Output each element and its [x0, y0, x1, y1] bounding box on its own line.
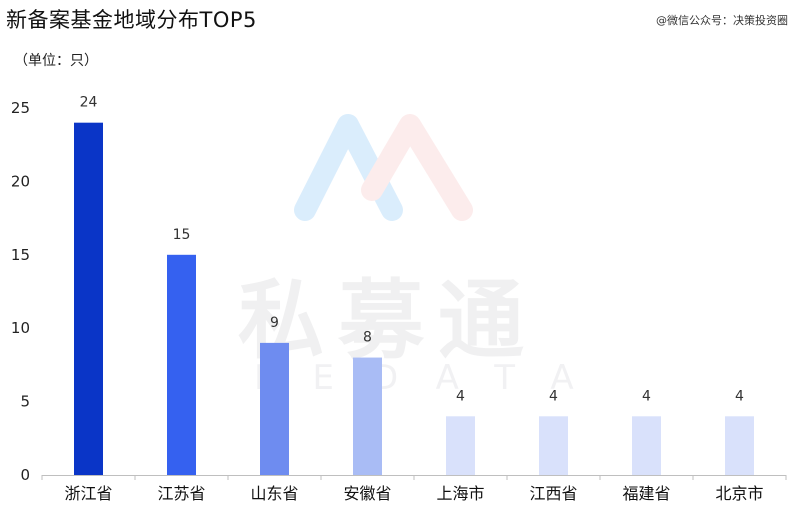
- y-tick-label: 25: [11, 99, 30, 117]
- bar: [539, 416, 568, 475]
- bar: [74, 122, 103, 476]
- y-tick-label: 20: [11, 172, 30, 190]
- x-tick-label: 北京市: [715, 484, 763, 503]
- value-label: 4: [735, 388, 744, 404]
- value-label: 4: [456, 388, 465, 404]
- value-label: 8: [363, 330, 372, 346]
- y-tick-label: 10: [11, 319, 30, 337]
- y-tick-label: 5: [20, 393, 30, 411]
- value-labels: 24 15 9 8 4 4 4 4: [80, 95, 744, 405]
- source-credit: @微信公众号：决策投资圈: [656, 14, 788, 27]
- value-label: 4: [549, 388, 558, 404]
- x-tick-label: 上海市: [436, 484, 484, 503]
- y-tick-label: 0: [20, 466, 30, 484]
- unit-label: （单位：只）: [14, 53, 98, 69]
- bar: [353, 357, 382, 475]
- x-tick-label: 江西省: [529, 484, 577, 503]
- x-tick-label: 山东省: [250, 484, 298, 503]
- x-tick-label: 安徽省: [343, 484, 391, 503]
- bar: [167, 254, 196, 475]
- value-label: 4: [642, 388, 651, 404]
- bars: [74, 122, 754, 476]
- chart-title: 新备案基金地域分布TOP5: [6, 8, 257, 32]
- y-axis: 0 5 10 15 20 25: [11, 99, 30, 484]
- bar: [632, 416, 661, 475]
- value-label: 15: [173, 227, 191, 243]
- y-tick-label: 15: [11, 246, 30, 264]
- x-tick-label: 浙江省: [64, 484, 112, 503]
- watermark-text-en: PEDATA: [254, 358, 612, 398]
- bar: [446, 416, 475, 475]
- bar: [260, 342, 289, 475]
- x-tick-label: 江苏省: [157, 484, 205, 503]
- x-axis: 浙江省 江苏省 山东省 安徽省 上海市 江西省 福建省 北京市: [41, 475, 787, 503]
- bar: [725, 416, 754, 475]
- value-label: 24: [80, 95, 98, 111]
- x-tick-label: 福建省: [622, 484, 670, 503]
- value-label: 9: [270, 315, 279, 331]
